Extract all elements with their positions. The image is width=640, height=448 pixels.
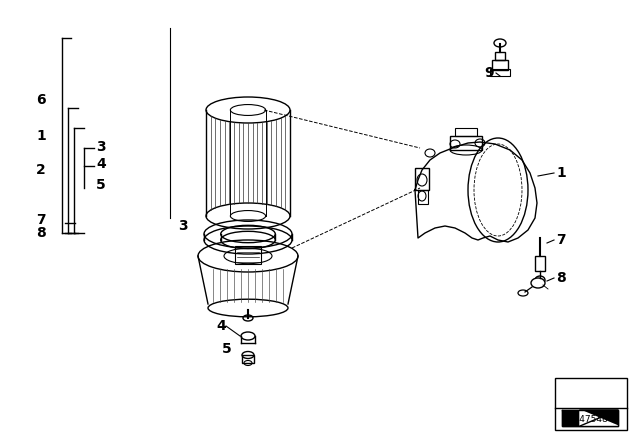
Polygon shape — [580, 410, 618, 426]
Text: 4: 4 — [96, 157, 106, 171]
Ellipse shape — [241, 332, 255, 340]
Text: 00147548: 00147548 — [562, 414, 608, 423]
Bar — [415, 168, 429, 190]
Bar — [235, 246, 261, 264]
Text: 5: 5 — [96, 178, 106, 192]
Text: 3: 3 — [178, 219, 188, 233]
Bar — [418, 190, 428, 204]
Text: 7: 7 — [556, 233, 566, 247]
Text: 3: 3 — [96, 140, 106, 154]
Bar — [242, 355, 254, 363]
Text: 5: 5 — [222, 342, 232, 356]
Bar — [492, 60, 508, 70]
Bar — [450, 136, 482, 150]
Text: 1: 1 — [556, 166, 566, 180]
Text: 8: 8 — [36, 226, 45, 240]
Polygon shape — [562, 410, 618, 426]
Text: 4: 4 — [216, 319, 226, 333]
Bar — [490, 69, 510, 76]
Text: 2: 2 — [36, 163, 45, 177]
Text: 9: 9 — [484, 66, 494, 80]
Text: 7: 7 — [36, 213, 45, 227]
Text: 6: 6 — [36, 93, 45, 107]
Bar — [555, 378, 627, 430]
Text: 1: 1 — [36, 129, 45, 143]
Bar — [455, 128, 477, 136]
Bar — [495, 52, 505, 60]
Text: 8: 8 — [556, 271, 566, 285]
Ellipse shape — [531, 278, 545, 288]
Bar — [535, 256, 545, 271]
